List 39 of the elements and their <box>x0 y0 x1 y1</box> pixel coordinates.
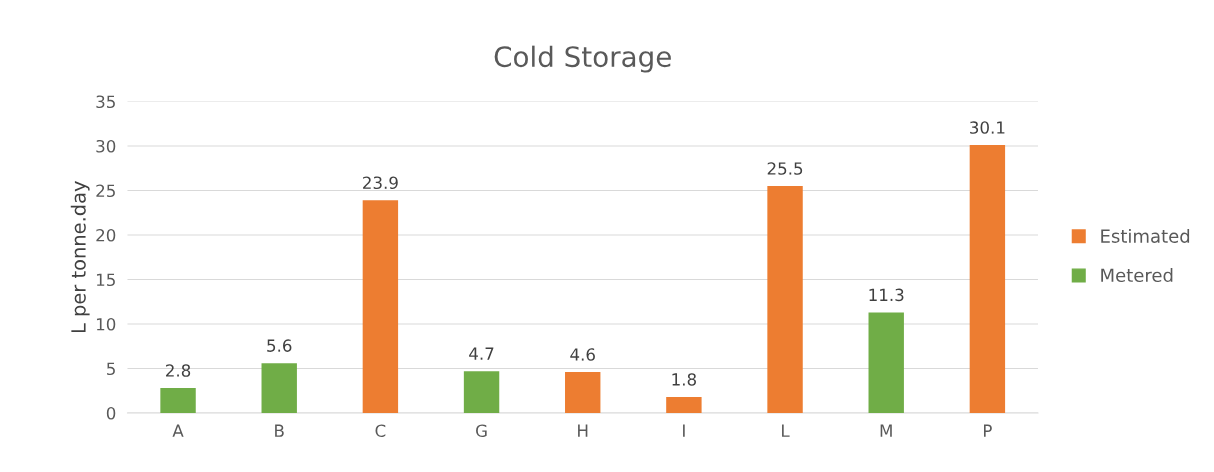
data-label: 1.8 <box>672 373 696 386</box>
bar <box>160 388 196 413</box>
data-label: 4.6 <box>570 348 595 361</box>
bar <box>362 200 399 413</box>
data-label: 5.6 <box>267 339 292 352</box>
legend-label: Estimated <box>1101 228 1190 243</box>
data-label: 4.7 <box>469 347 494 360</box>
x-tick-label: B <box>275 424 284 437</box>
bar <box>969 145 1006 413</box>
bar <box>463 371 500 413</box>
x-tick-label: A <box>172 424 184 437</box>
y-axis-title: L per tonne.day <box>70 181 90 333</box>
bar <box>767 186 803 413</box>
y-tick-label: 35 <box>96 95 115 109</box>
y-tick-label: 30 <box>96 139 116 153</box>
y-tick-label: 5 <box>107 362 115 376</box>
data-label: 23.9 <box>363 176 398 190</box>
y-tick-label: 20 <box>96 228 116 242</box>
bar <box>565 372 601 413</box>
data-label: 2.8 <box>166 364 191 377</box>
data-label: 30.1 <box>970 121 1005 134</box>
bar <box>666 396 702 413</box>
y-tick-label: 10 <box>96 317 116 331</box>
y-tick-label: 25 <box>96 184 115 198</box>
x-tick-label: L <box>782 424 790 437</box>
data-label: 11.3 <box>869 288 904 302</box>
x-tick-label: I <box>683 424 685 437</box>
x-tick-label: P <box>984 424 992 437</box>
y-tick-label: 15 <box>96 273 115 287</box>
legend-label: Metered <box>1101 268 1173 283</box>
bar <box>868 312 904 413</box>
chart-title: Cold Storage <box>494 45 671 73</box>
data-label: 25.5 <box>767 162 803 175</box>
bar <box>261 363 297 413</box>
x-tick-label: G <box>476 424 487 438</box>
y-tick-label: 0 <box>106 406 116 420</box>
x-tick-label: C <box>375 424 386 438</box>
x-tick-label: H <box>578 424 588 437</box>
x-tick-label: M <box>880 424 892 437</box>
